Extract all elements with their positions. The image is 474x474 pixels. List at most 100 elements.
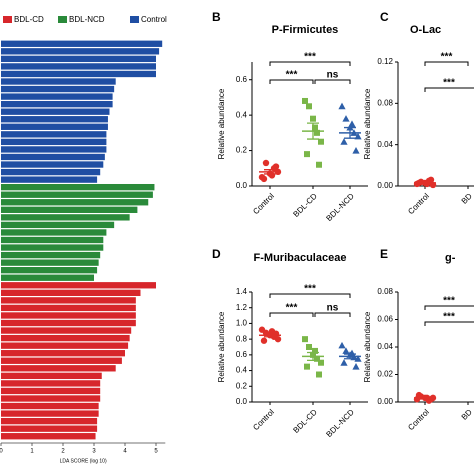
y-tick-label: 0.8 (236, 334, 248, 343)
sig-bracket (269, 312, 314, 317)
sig-label: *** (304, 52, 316, 63)
sig-bracket (314, 312, 351, 317)
data-point (338, 341, 346, 349)
data-point (302, 336, 308, 343)
data-point (306, 344, 312, 350)
y-tick-label: 0.04 (377, 140, 393, 149)
panel-title: F-Muribaculaceae (254, 252, 347, 264)
sig-label: *** (286, 70, 298, 81)
panel-label: B (212, 10, 221, 24)
lda-bar (1, 402, 99, 410)
x-tick-label: 0 (0, 449, 3, 455)
lda-bar (1, 214, 130, 221)
x-tick-label: BD (460, 407, 474, 421)
lda-panel: BDL-CD BDL-NCD Control 0 1 2 3 4 5 LDA SCORE (log… (0, 15, 167, 464)
lda-bar (1, 229, 107, 236)
sig-bracket (269, 61, 351, 66)
lda-bar (1, 191, 153, 198)
lda-bar (1, 387, 101, 395)
lda-bar (1, 380, 101, 387)
y-tick-label: 0.4 (236, 110, 248, 119)
lda-bar (1, 70, 156, 78)
panel-title: O-Lac (410, 24, 441, 36)
sig-label: *** (443, 312, 455, 323)
data-point (312, 124, 318, 131)
data-point (354, 132, 362, 140)
legend-label: BDL-CD (14, 15, 44, 24)
y-tick-label: 0.0 (236, 181, 248, 190)
data-point (304, 151, 310, 158)
data-point (340, 138, 348, 145)
error-bar (419, 396, 431, 400)
legend-swatch (3, 16, 12, 23)
y-axis-title: Relative abundance (363, 88, 372, 159)
panel-label: C (380, 10, 389, 24)
data-point (314, 129, 320, 136)
lda-bar (1, 395, 101, 402)
lda-bar (1, 342, 129, 349)
panel-label: D (212, 247, 221, 261)
lda-bar (1, 274, 94, 281)
legend-label: Control (141, 15, 167, 24)
lda-bar (1, 350, 125, 357)
sig-bracket (424, 87, 474, 92)
y-tick-label: 1.4 (236, 287, 248, 296)
lda-bar (1, 372, 102, 380)
data-point (342, 347, 350, 354)
sig-bracket (424, 305, 474, 310)
x-tick-label: 5 (154, 449, 158, 455)
lda-bar (1, 123, 108, 130)
y-tick-label: 0.6 (236, 350, 248, 359)
data-point (340, 359, 348, 366)
x-tick-label: 4 (123, 449, 127, 455)
y-tick-label: 0.06 (377, 315, 393, 324)
data-point (304, 363, 310, 370)
lda-bar (1, 267, 98, 274)
lda-bar (1, 108, 110, 115)
y-tick-label: 1.0 (236, 319, 248, 328)
lda-bar (1, 116, 108, 123)
data-point (260, 337, 268, 344)
lda-bar (1, 63, 156, 70)
lda-bar (1, 319, 136, 327)
x-tick-label: 2 (61, 449, 65, 455)
lda-bar (1, 304, 136, 312)
lda-bar (1, 433, 96, 440)
lda-bar (1, 334, 130, 342)
x-tick-label: Control (406, 191, 431, 216)
sig-bracket (269, 293, 351, 298)
sig-label: *** (443, 296, 455, 307)
lda-bar (1, 365, 116, 372)
data-point (314, 355, 320, 362)
lda-bar (1, 55, 156, 63)
data-point (272, 163, 280, 170)
y-axis-title: Relative abundance (217, 88, 226, 159)
lda-bar (1, 85, 115, 93)
error-bar (344, 353, 356, 360)
lda-bar (1, 48, 160, 55)
data-point (352, 363, 360, 370)
y-tick-label: 0.12 (377, 57, 393, 66)
legend-swatch (58, 16, 67, 23)
sig-bracket (269, 79, 314, 84)
lda-bar (1, 282, 156, 289)
lda-bar (1, 40, 163, 47)
data-point (262, 159, 270, 167)
error-bar (307, 351, 319, 362)
error-bar (419, 181, 431, 185)
lda-bar (1, 100, 113, 108)
lda-bar (1, 131, 107, 138)
lda-bar (1, 259, 99, 266)
data-point (312, 347, 318, 354)
error-bar (264, 332, 276, 338)
x-tick-label: BDL-CD (291, 407, 319, 435)
lda-bar (1, 183, 155, 191)
x-tick-label: 3 (92, 449, 96, 455)
data-point (352, 146, 360, 154)
y-tick-label: 0.08 (377, 287, 393, 296)
lda-bar (1, 221, 115, 229)
data-point (348, 120, 356, 127)
data-point (427, 176, 435, 183)
